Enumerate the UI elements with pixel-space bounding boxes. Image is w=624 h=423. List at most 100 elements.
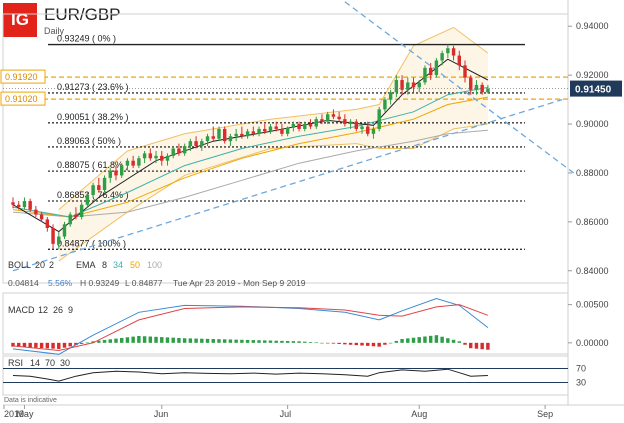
ema-50-line [12, 96, 488, 218]
candle-body-22 [137, 158, 141, 166]
ema-legend-label: EMA [76, 260, 96, 270]
macd-hist-bar-62 [366, 342, 370, 346]
trendline-resistance [344, 1, 575, 174]
macd-hist-bar-46 [274, 340, 278, 343]
candle-body-76 [446, 48, 450, 54]
macd-hist-bar-9 [62, 342, 67, 348]
candle-body-19 [119, 165, 124, 176]
macd-hist-bar-12 [79, 342, 84, 344]
macd-hist-bar-83 [486, 342, 490, 350]
candle-body-20 [125, 160, 130, 166]
rsi-tick-label-0: 70 [576, 364, 586, 374]
candle-body-3 [28, 201, 32, 210]
macd-hist-bar-61 [360, 342, 364, 346]
candle-body-83 [486, 88, 490, 93]
candle-body-50 [297, 124, 301, 129]
x-tick-label-2: Jun [154, 409, 169, 419]
candle-body-35 [211, 136, 215, 139]
macd-hist-bar-37 [222, 339, 227, 343]
candle-body-24 [148, 153, 153, 159]
macd-hist-bar-50 [297, 341, 301, 343]
macd-hist-bar-56 [331, 342, 336, 344]
macd-hist-bar-25 [154, 336, 158, 343]
candle-body-0 [11, 202, 15, 205]
candle-body-25 [154, 155, 158, 159]
macd-hist-bar-1 [17, 342, 21, 347]
stats-high: H 0.93249 [80, 278, 119, 288]
rsi-line [12, 368, 488, 382]
macd-hist-bar-11 [74, 342, 78, 346]
macd-hist-bar-6 [45, 342, 50, 349]
candle-body-34 [205, 136, 210, 142]
macd-hist-bar-30 [182, 338, 187, 343]
price-tick-label-4: 0.86000 [576, 217, 609, 227]
last-price-tag [570, 80, 622, 97]
candle-body-80 [469, 77, 473, 90]
candle-body-7 [51, 227, 55, 244]
macd-hist-bar-41 [245, 339, 250, 343]
rsi-legend-period: 14 [30, 358, 40, 368]
macd-hist-bar-75 [440, 336, 444, 343]
candle-body-27 [165, 155, 170, 161]
candle-body-11 [74, 214, 78, 217]
candle-body-51 [303, 124, 307, 129]
macd-hist-bar-2 [22, 342, 27, 348]
price-tick-label-3: 0.88000 [576, 168, 609, 178]
macd-hist-bar-0 [11, 342, 15, 347]
candle-body-67 [394, 80, 399, 93]
candle-body-78 [457, 55, 462, 66]
ema-legend-period-1: 34 [113, 260, 123, 270]
rsi-tick-label-1: 30 [576, 378, 586, 388]
stats-low: L 0.84877 [125, 278, 163, 288]
boll-band-fill [58, 27, 488, 262]
candle-body-32 [194, 141, 198, 147]
macd-hist-bar-14 [91, 341, 95, 343]
macd-hist-bar-64 [377, 342, 381, 347]
candle-body-69 [406, 82, 410, 90]
macd-hist-bar-52 [308, 342, 313, 343]
candle-body-61 [360, 126, 364, 129]
macd-hist-bar-36 [217, 339, 221, 343]
macd-legend-signal: 9 [68, 305, 73, 315]
candle-body-70 [411, 82, 416, 88]
x-tick-label-1: May [16, 409, 34, 419]
candle-body-9 [62, 224, 67, 237]
candle-body-10 [68, 214, 72, 225]
macd-hist-bar-27 [165, 337, 170, 343]
macd-hist-bar-24 [148, 336, 153, 343]
macd-hist-bar-81 [474, 342, 479, 349]
ig-logo: IG [3, 3, 37, 37]
macd-hist-bar-38 [228, 339, 233, 343]
stats-range: 0.04814 [8, 278, 39, 288]
macd-hist-bar-60 [354, 342, 359, 346]
trendline-support [12, 98, 563, 272]
macd-hist-bar-48 [285, 341, 290, 343]
macd-legend-label: MACD [8, 305, 35, 315]
boll-upper-line [58, 26, 489, 210]
macd-hist-bar-82 [480, 342, 484, 350]
macd-hist-bar-4 [34, 342, 38, 348]
macd-hist-bar-15 [97, 340, 101, 343]
macd-hist-bar-78 [457, 341, 462, 343]
rsi-legend-label: RSI [8, 358, 23, 368]
macd-hist-bar-71 [417, 337, 421, 343]
macd-hist-bar-67 [394, 340, 399, 343]
candle-body-40 [240, 133, 244, 137]
macd-hist-bar-18 [114, 338, 118, 343]
boll-legend-label: BOLL [8, 260, 31, 270]
candle-body-72 [423, 67, 427, 83]
macd-hist-bar-55 [325, 342, 330, 344]
candle-body-36 [217, 128, 221, 139]
candle-body-46 [274, 126, 278, 129]
ema-legend-period-2: 50 [130, 260, 140, 270]
macd-hist-bar-80 [469, 342, 473, 349]
candle-body-6 [45, 219, 50, 228]
price-tick-label-2: 0.90000 [576, 119, 609, 129]
macd-hist-bar-68 [400, 339, 404, 343]
candle-body-53 [314, 119, 318, 127]
timeframe-label: Daily [44, 26, 65, 36]
candle-body-44 [263, 128, 267, 132]
candle-body-71 [417, 82, 421, 88]
macd-legend-slow: 26 [53, 305, 63, 315]
